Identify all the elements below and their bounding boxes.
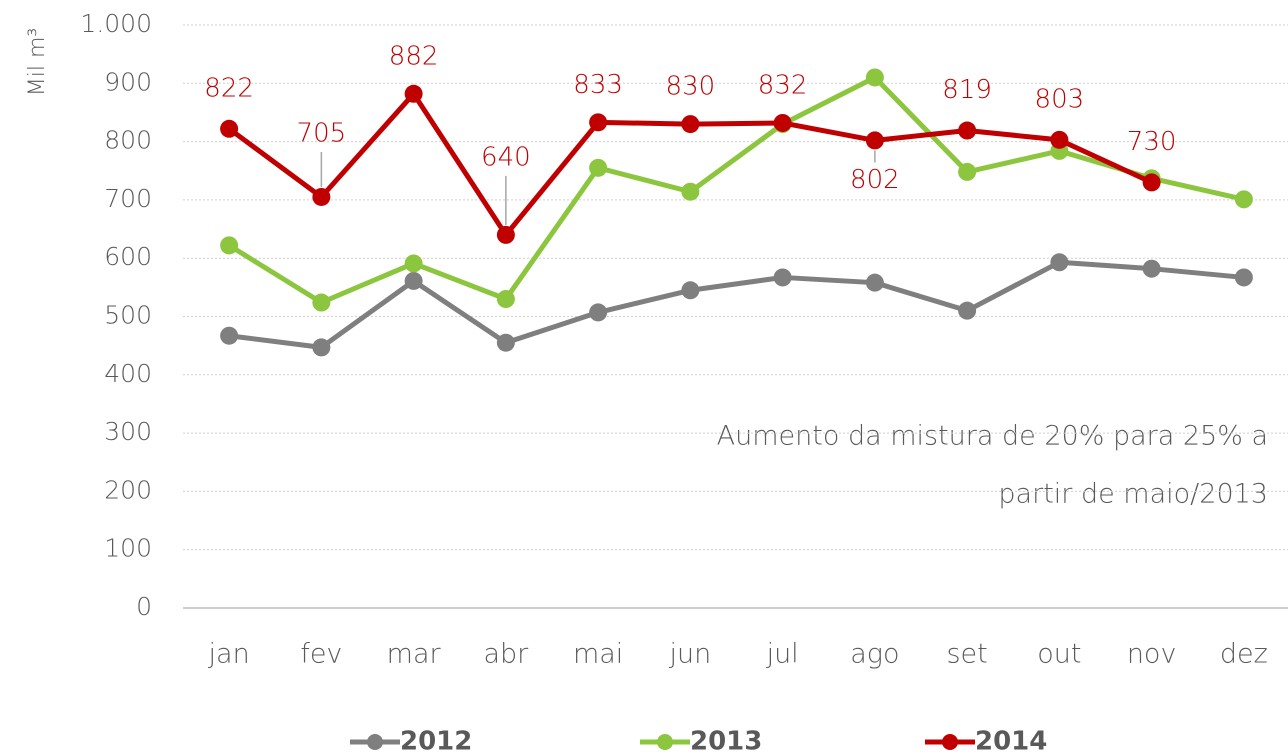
- marker: [865, 273, 884, 292]
- y-tick-label: 800: [104, 126, 152, 155]
- marker: [958, 162, 977, 181]
- y-tick-label: 500: [104, 301, 152, 330]
- marker: [404, 84, 423, 103]
- marker: [496, 225, 515, 244]
- marker: [681, 281, 700, 300]
- series-line: [227, 74, 1245, 306]
- marker: [1142, 173, 1161, 192]
- marker: [1234, 190, 1253, 209]
- data-label: 640: [481, 142, 531, 172]
- marker: [220, 119, 239, 138]
- x-tick-label: set: [946, 639, 987, 670]
- marker: [1050, 130, 1069, 149]
- marker: [404, 254, 423, 273]
- data-label: 882: [389, 41, 439, 71]
- legend-label: 2014: [975, 727, 1047, 756]
- x-tick-label: jul: [766, 639, 799, 670]
- marker: [312, 293, 331, 312]
- y-tick-label: 100: [104, 534, 152, 563]
- marker: [865, 68, 884, 87]
- marker: [1050, 253, 1069, 272]
- marker: [589, 303, 608, 322]
- marker: [312, 187, 331, 206]
- legend-marker: [942, 734, 958, 750]
- x-tick-label: jun: [669, 639, 712, 670]
- marker: [220, 326, 239, 345]
- data-label: 830: [666, 72, 716, 102]
- marker: [1142, 259, 1161, 278]
- y-axis-label: Mil m³: [25, 28, 50, 96]
- y-tick-label: 200: [104, 475, 152, 504]
- x-tick-label: mai: [573, 639, 623, 670]
- marker: [958, 121, 977, 140]
- x-tick-label: ago: [850, 639, 899, 670]
- x-tick-label: jan: [208, 639, 250, 670]
- legend-marker: [657, 734, 673, 750]
- x-tick-label: abr: [483, 639, 529, 670]
- marker: [773, 268, 792, 287]
- data-label: 833: [573, 70, 623, 100]
- marker: [681, 115, 700, 134]
- x-tick-label: mar: [387, 639, 442, 670]
- marker: [1234, 268, 1253, 287]
- data-label: 822: [204, 73, 254, 103]
- legend-label: 2013: [690, 727, 762, 756]
- marker: [496, 333, 515, 352]
- marker: [589, 158, 608, 177]
- marker: [496, 290, 515, 309]
- annotation: Aumento da mistura de 20% para 25% a: [717, 421, 1268, 452]
- marker: [773, 113, 792, 132]
- x-tick-label: nov: [1127, 639, 1177, 670]
- legend-marker: [367, 734, 383, 750]
- x-tick-label: out: [1037, 639, 1081, 670]
- y-tick-label: 0: [136, 592, 152, 621]
- marker: [865, 131, 884, 150]
- y-tick-label: 600: [104, 242, 152, 271]
- series-line: [227, 91, 1153, 238]
- legend-label: 2012: [400, 727, 472, 756]
- marker: [681, 182, 700, 201]
- marker: [220, 236, 239, 255]
- marker: [312, 338, 331, 357]
- x-tick-label: dez: [1220, 639, 1268, 670]
- series-line: [228, 259, 1245, 350]
- y-tick-label: 700: [104, 184, 152, 213]
- y-tick-label: 400: [104, 359, 152, 388]
- data-label: 705: [297, 118, 347, 148]
- data-label: 802: [850, 165, 900, 195]
- marker: [404, 271, 423, 290]
- annotation: partir de maio/2013: [998, 479, 1268, 510]
- y-tick-label: 900: [104, 67, 152, 96]
- y-tick-label: 300: [104, 417, 152, 446]
- y-tick-label: 1.000: [80, 9, 152, 38]
- marker: [958, 301, 977, 320]
- x-tick-label: fev: [300, 639, 342, 670]
- data-label: 819: [942, 75, 992, 105]
- data-label: 832: [758, 70, 808, 100]
- data-label: 730: [1127, 127, 1177, 157]
- data-label: 803: [1035, 84, 1085, 114]
- marker: [589, 113, 608, 132]
